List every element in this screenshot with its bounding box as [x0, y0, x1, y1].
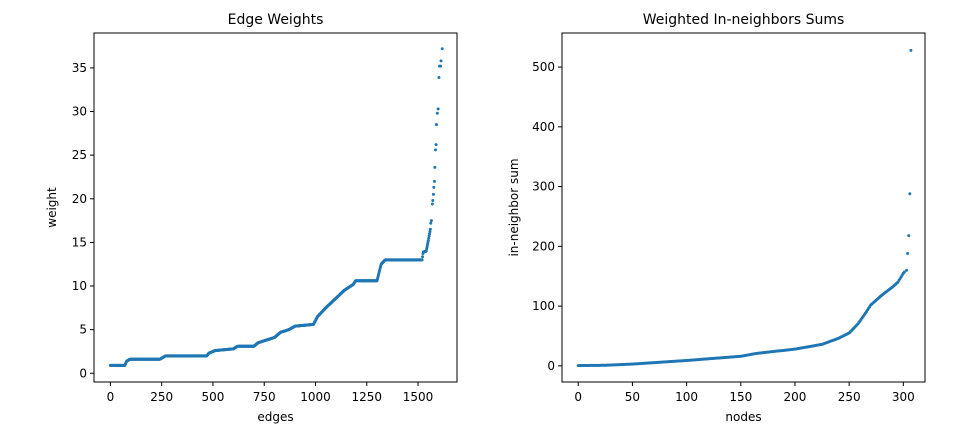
- x-tick-label: 300: [892, 390, 915, 404]
- data-point: [434, 143, 438, 147]
- x-axis-ticks: 0 50 100 150 200 250 300: [574, 382, 915, 404]
- y-axis-label: in-neighbor sum: [507, 158, 521, 256]
- x-axis-ticks: 0 250 500 750 1000 1250 1500: [107, 382, 434, 404]
- data-point: [427, 234, 431, 238]
- y-tick-label: 30: [72, 105, 87, 119]
- data-point: [431, 192, 435, 196]
- x-tick-label: 150: [729, 390, 752, 404]
- y-tick-label: 200: [532, 239, 555, 253]
- chart-title: Weighted In-neighbors Sums: [643, 12, 845, 28]
- y-tick-label: 5: [79, 323, 87, 337]
- x-tick-label: 750: [253, 390, 276, 404]
- y-tick-label: 35: [72, 61, 87, 75]
- data-point: [435, 111, 439, 115]
- data-point: [906, 252, 910, 256]
- data-point: [428, 230, 432, 234]
- y-tick-label: 15: [72, 235, 87, 249]
- data-point: [436, 107, 440, 111]
- data-point: [432, 185, 436, 189]
- y-tick-label: 10: [72, 279, 87, 293]
- data-point: [439, 59, 443, 63]
- data-point: [902, 270, 906, 274]
- data-point: [431, 199, 435, 203]
- data-point: [440, 47, 444, 51]
- plot-frame: [561, 32, 926, 383]
- x-tick-label: 1500: [403, 390, 434, 404]
- data-point: [430, 202, 434, 206]
- x-tick-label: 100: [675, 390, 698, 404]
- y-axis-ticks: 0 100 200 300 400 500: [532, 60, 562, 373]
- chart-title: Edge Weights: [228, 12, 324, 28]
- x-axis-label: edges: [257, 410, 293, 424]
- x-tick-label: 1250: [351, 390, 382, 404]
- data-point: [432, 179, 436, 183]
- data-point: [433, 165, 437, 169]
- data-point: [429, 221, 433, 225]
- y-tick-label: 20: [72, 192, 87, 206]
- y-tick-label: 0: [79, 366, 87, 380]
- y-tick-label: 0: [547, 359, 555, 373]
- data-point: [907, 234, 911, 238]
- data-point: [439, 64, 443, 68]
- x-tick-label: 1000: [300, 390, 331, 404]
- y-tick-label: 300: [532, 180, 555, 194]
- data-point: [428, 232, 432, 236]
- y-tick-label: 400: [532, 120, 555, 134]
- plot-points: [108, 47, 444, 367]
- plot-frame: [93, 32, 458, 383]
- x-tick-label: 500: [201, 390, 224, 404]
- data-point: [421, 255, 425, 259]
- edge-weights-chart: Edge Weights 0 250 500 750 1000 1250 1500 0 5 10…: [45, 12, 458, 424]
- plot-points: [576, 48, 913, 368]
- y-axis-label: weight: [45, 187, 59, 228]
- x-tick-label: 0: [574, 390, 582, 404]
- data-point: [428, 227, 432, 231]
- x-tick-label: 0: [107, 390, 115, 404]
- data-point: [426, 239, 430, 243]
- data-point: [420, 258, 424, 262]
- x-tick-label: 250: [150, 390, 173, 404]
- data-point: [433, 148, 437, 152]
- data-point: [908, 192, 912, 196]
- y-tick-label: 500: [532, 60, 555, 74]
- y-tick-label: 25: [72, 148, 87, 162]
- y-tick-label: 100: [532, 299, 555, 313]
- x-axis-label: nodes: [725, 410, 761, 424]
- x-tick-label: 250: [838, 390, 861, 404]
- data-point: [437, 76, 441, 79]
- data-point: [905, 268, 909, 272]
- in-neighbor-sums-chart: Weighted In-neighbors Sums 0 50 100 150 200 2…: [507, 12, 926, 424]
- y-axis-ticks: 0 5 10 15 20 25 30 35: [72, 61, 94, 380]
- data-point: [434, 123, 438, 127]
- data-point: [427, 236, 431, 240]
- x-tick-label: 50: [625, 390, 640, 404]
- x-tick-label: 200: [784, 390, 807, 404]
- data-point: [429, 219, 433, 223]
- data-point: [909, 48, 913, 52]
